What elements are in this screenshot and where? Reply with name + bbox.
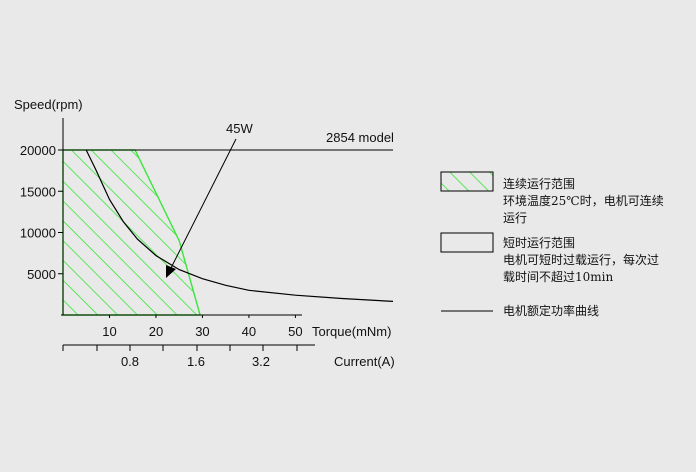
current-tick-label: 0.8 (121, 354, 139, 369)
power-label-arrowhead (166, 265, 176, 278)
legend-hatched-swatch (440, 171, 494, 192)
power-label-arrow (169, 138, 237, 271)
x-tick-label: 30 (195, 324, 209, 339)
y-tick-label: 10000 (20, 226, 56, 241)
current-tick-label: 3.2 (252, 354, 270, 369)
y-tick-label: 20000 (20, 143, 56, 158)
current-tick-label: 1.6 (187, 354, 205, 369)
chart-title: 2854 model (326, 130, 394, 145)
legend-short-title: 短时运行范围 (503, 236, 575, 250)
y-tick-label: 15000 (20, 184, 56, 199)
x-axis-label: Torque(mNm) (312, 324, 391, 339)
y-axis-label: Speed(rpm) (14, 97, 83, 112)
x-tick-label: 40 (242, 324, 256, 339)
legend-box-swatch (440, 232, 494, 253)
power-curve-label: 45W (226, 121, 253, 136)
x-tick-label: 20 (149, 324, 163, 339)
secondary-x-axis-label: Current(A) (334, 354, 395, 369)
legend-short-desc-2: 载时间不超过10min (503, 269, 613, 284)
legend-continuous-desc-2: 运行 (503, 211, 527, 225)
y-tick-label: 5000 (27, 267, 56, 282)
legend-continuous-desc-1: 环境温度25℃时，电机可连续 (503, 193, 664, 208)
legend: 连续运行范围 环境温度25℃时，电机可连续 运行 短时运行范围 电机可短时过载运… (440, 171, 664, 318)
rated-power-curve (85, 149, 394, 302)
x-tick-label: 10 (102, 324, 116, 339)
legend-short-desc-1: 电机可短时过载运行，每次过 (503, 252, 659, 267)
legend-rated-power: 电机额定功率曲线 (503, 303, 599, 318)
legend-continuous-title: 连续运行范围 (503, 176, 575, 191)
x-tick-label: 50 (288, 324, 302, 339)
